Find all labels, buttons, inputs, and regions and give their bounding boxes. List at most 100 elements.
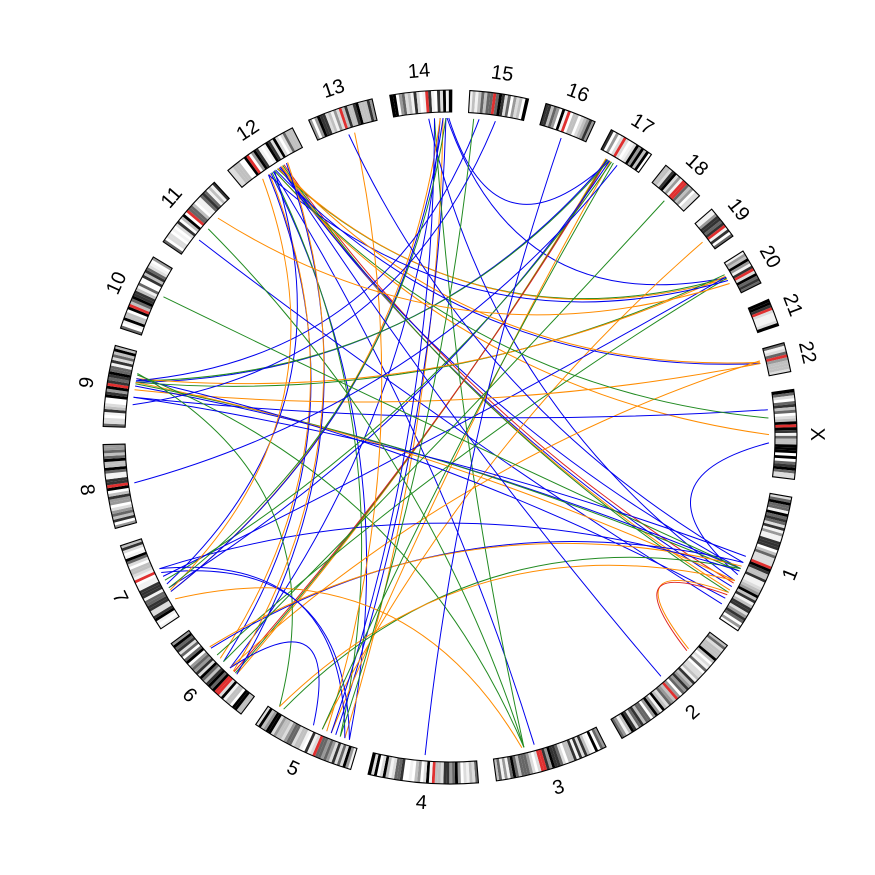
- link-2-12: [279, 166, 662, 677]
- cytoband: [442, 90, 447, 113]
- cytoband: [151, 256, 173, 271]
- link-12-22: [275, 169, 761, 365]
- cytoband: [260, 709, 275, 730]
- cytoband: [726, 604, 748, 619]
- cytoband: [349, 104, 359, 126]
- cytoband: [127, 306, 149, 318]
- cytoband: [527, 751, 537, 774]
- cytoband: [264, 141, 279, 163]
- cytoband: [111, 356, 134, 365]
- cytoband: [360, 100, 370, 123]
- cytoband: [269, 138, 284, 160]
- cytoband: [171, 630, 191, 646]
- link-12-6: [219, 173, 312, 659]
- chromosome-8: [102, 443, 138, 530]
- link-X-9: [133, 396, 768, 419]
- cytoband: [335, 108, 346, 131]
- cytoband: [669, 674, 687, 693]
- cytoband: [425, 761, 431, 784]
- cytoband: [689, 655, 708, 673]
- link-6-12: [236, 162, 325, 675]
- cytoband: [130, 298, 153, 310]
- cytoband: [262, 143, 277, 164]
- link-16-4: [424, 137, 562, 756]
- link-X-12: [273, 170, 769, 419]
- chromosome-outline: [539, 102, 596, 143]
- cytoband: [605, 132, 620, 154]
- cytoband: [765, 354, 788, 363]
- cytoband: [114, 520, 137, 529]
- chromosome-outline: [227, 127, 304, 189]
- cytoband: [738, 583, 760, 596]
- cytoband: [520, 98, 529, 121]
- cytoband: [407, 92, 413, 115]
- cytoband: [166, 234, 187, 250]
- cytoband: [501, 757, 508, 780]
- cytoband: [106, 485, 129, 492]
- cytoband: [141, 586, 163, 599]
- cytoband: [105, 479, 129, 486]
- cytoband: [163, 239, 183, 255]
- cytoband: [512, 755, 520, 778]
- cytoband: [774, 421, 797, 426]
- cytoband: [746, 568, 768, 581]
- cytoband: [538, 749, 548, 771]
- cytoband: [137, 579, 159, 592]
- cytoband: [735, 590, 756, 604]
- cytoband: [112, 353, 135, 362]
- cytoband: [328, 741, 339, 764]
- cytoband: [551, 744, 561, 767]
- cytoband: [422, 761, 428, 784]
- cytoband: [156, 609, 177, 624]
- cytoband: [385, 756, 393, 779]
- cytoband: [535, 749, 545, 772]
- cytoband: [768, 368, 791, 376]
- cytoband: [199, 194, 218, 212]
- cytoband: [105, 391, 128, 398]
- cytoband: [773, 406, 796, 412]
- cytoband: [774, 435, 797, 439]
- cytoband: [761, 527, 784, 537]
- cytoband: [774, 446, 797, 451]
- link-5-15: [339, 118, 475, 737]
- cytoband: [710, 229, 730, 245]
- cytoband: [104, 463, 127, 468]
- cytoband: [287, 129, 301, 150]
- chromosome-outline: [600, 129, 653, 174]
- cytoband: [546, 746, 556, 769]
- cytoband: [644, 695, 661, 715]
- cytoband: [773, 403, 796, 409]
- chromosome-X: [771, 388, 798, 481]
- cytoband: [504, 94, 512, 118]
- cytoband: [336, 744, 347, 766]
- cytoband: [347, 747, 357, 770]
- cytoband: [749, 561, 771, 573]
- cytoband: [107, 379, 130, 387]
- cytoband: [773, 400, 796, 406]
- link-11-20: [217, 217, 730, 316]
- cytoband: [721, 613, 742, 629]
- cytoband: [649, 692, 666, 712]
- cytoband: [141, 274, 163, 288]
- cytoband: [738, 277, 760, 291]
- link-6-5: [229, 641, 320, 726]
- cytoband: [258, 707, 273, 728]
- cytoband: [613, 716, 627, 737]
- cytoband: [561, 741, 572, 763]
- cytoband: [762, 522, 785, 532]
- cytoband: [754, 314, 776, 326]
- cytoband: [293, 727, 306, 749]
- cytoband: [773, 409, 797, 415]
- cytoband: [445, 90, 449, 113]
- chromosome-outline: [254, 705, 358, 771]
- cytoband: [677, 666, 696, 685]
- cytoband: [747, 566, 769, 578]
- cytoband: [611, 717, 625, 739]
- cytoband: [339, 745, 350, 767]
- cytoband: [154, 607, 175, 622]
- link-20-6: [216, 277, 727, 656]
- cytoband: [209, 671, 228, 690]
- cytoband: [197, 659, 216, 678]
- cytoband: [278, 719, 292, 740]
- cytoband: [698, 644, 717, 662]
